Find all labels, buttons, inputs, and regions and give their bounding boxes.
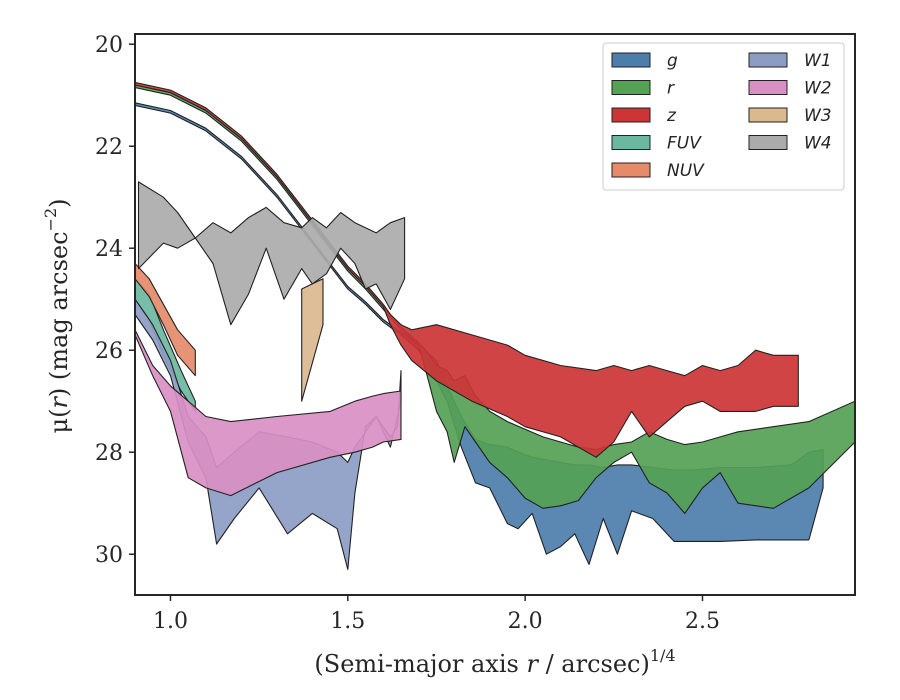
y-tick-label: 20 — [95, 33, 123, 58]
legend-swatch-w3 — [748, 107, 788, 123]
legend-swatch-z — [611, 107, 651, 123]
y-tick-label: 26 — [95, 339, 123, 364]
y-axis-label-var: r — [45, 396, 73, 409]
legend-label-w3: W3 — [804, 106, 832, 126]
legend-swatch-nuv — [611, 162, 651, 178]
y-axis-label-mu: μ( — [45, 409, 73, 434]
legend-label-w1: W1 — [804, 51, 832, 71]
x-tick-label: 1.5 — [330, 609, 365, 634]
legend-label-w4: W4 — [804, 134, 832, 154]
x-tick-label: 2.0 — [508, 609, 543, 634]
series-band-w3 — [301, 278, 324, 402]
y-axis-label-end: ) — [45, 198, 73, 207]
legend-swatch-r — [611, 80, 651, 95]
legend-swatch-g — [611, 52, 651, 68]
x-axis-label-sup: 1/4 — [650, 646, 676, 665]
legend-label-nuv: NUV — [667, 161, 705, 181]
series-band-w4 — [137, 181, 406, 326]
legend-box — [602, 42, 845, 191]
legend-swatch-w1 — [748, 52, 788, 68]
x-tick-label: 2.5 — [685, 609, 720, 634]
series-band-nuv — [135, 262, 196, 377]
y-axis-label-sup: −2 — [41, 208, 60, 232]
legend-swatch-w4 — [748, 135, 788, 150]
x-axis-label-var: r — [526, 650, 539, 678]
y-axis-label: μ(r) (mag arcsec−2) — [41, 198, 73, 433]
y-tick-label: 30 — [95, 543, 123, 568]
tick-layer: 1.0 1.5 2.0 2.5 20 22 24 26 28 30 — [95, 33, 720, 634]
series-band-w2 — [135, 329, 402, 497]
series-band-z — [135, 81, 799, 458]
legend: grz FUV NUV W1 W2 W3 W4 — [602, 42, 845, 191]
y-tick-label: 22 — [95, 135, 123, 160]
y-tick-label: 28 — [95, 441, 123, 466]
legend-label-g: g — [667, 51, 678, 71]
x-axis-label: (Semi-major axis r / arcsec)1/4 — [314, 646, 675, 678]
legend-label-w2: W2 — [804, 79, 832, 99]
legend-swatch-w2 — [748, 80, 788, 95]
y-tick-label: 24 — [95, 237, 123, 262]
legend-label-fuv: FUV — [667, 134, 702, 154]
x-tick-label: 1.0 — [153, 609, 188, 634]
legend-label-r: r — [667, 79, 675, 99]
legend-swatch-fuv — [611, 135, 651, 150]
x-axis-label-pre: (Semi-major axis — [314, 650, 526, 678]
plot-frame — [134, 33, 856, 596]
legend-label-z: z — [666, 106, 677, 126]
series-layer — [135, 81, 855, 571]
y-axis-label-mid: ) (mag arcsec — [45, 231, 73, 397]
x-axis-label-post: / arcsec) — [538, 650, 650, 678]
